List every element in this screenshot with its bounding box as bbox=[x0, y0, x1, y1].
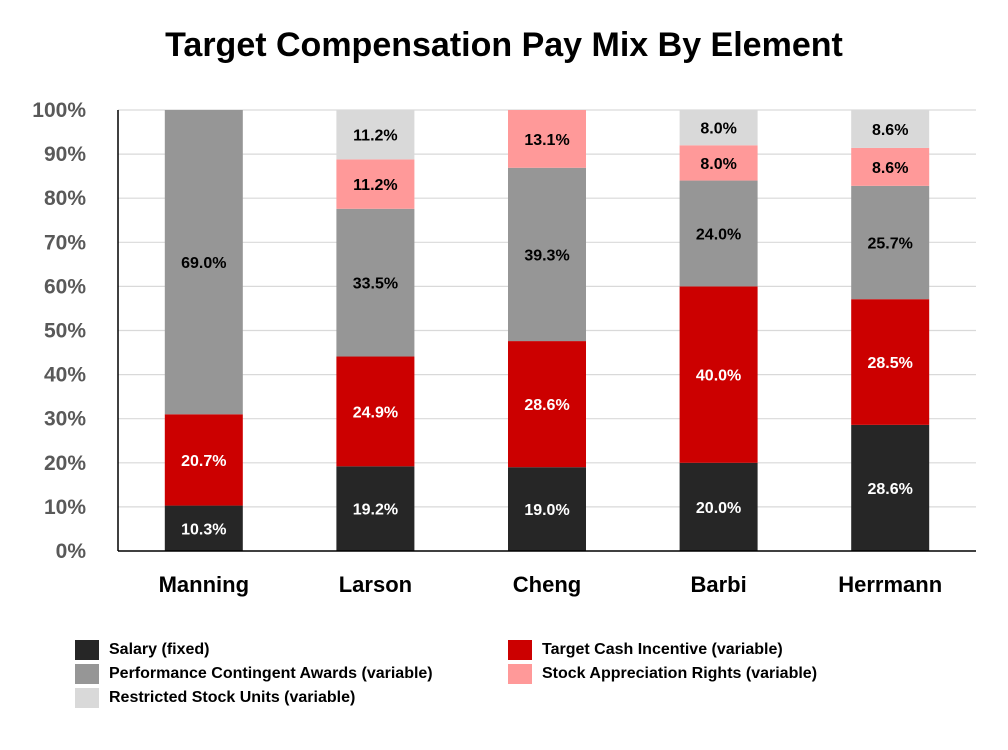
data-label: 39.3% bbox=[524, 247, 569, 264]
bar-segment-target-cash-incentive bbox=[336, 356, 415, 467]
data-label: 11.2% bbox=[353, 128, 397, 145]
x-tick-label: Barbi bbox=[690, 572, 746, 597]
y-tick-label: 100% bbox=[32, 99, 86, 122]
bar-segment-performance-contingent-awards bbox=[851, 185, 930, 300]
y-tick-label: 50% bbox=[44, 320, 86, 343]
bar-segment-restricted-stock-units bbox=[679, 110, 758, 146]
legend-label-target-cash-incentive: Target Cash Incentive (variable) bbox=[542, 641, 783, 658]
data-label: 10.3% bbox=[181, 521, 226, 538]
data-label: 20.7% bbox=[181, 453, 226, 470]
data-label: 25.7% bbox=[868, 236, 913, 253]
bar-segment-salary bbox=[336, 466, 415, 551]
data-label: 19.0% bbox=[524, 502, 569, 519]
bar-segment-target-cash-incentive bbox=[851, 299, 930, 425]
data-label: 19.2% bbox=[353, 502, 398, 519]
data-label: 8.0% bbox=[700, 121, 736, 138]
bar-segment-performance-contingent-awards bbox=[164, 110, 243, 415]
y-tick-label: 70% bbox=[44, 231, 86, 254]
legend-item-performance-contingent-awards: Performance Contingent Awards (variable) bbox=[75, 664, 433, 684]
bar-segment-performance-contingent-awards bbox=[679, 180, 758, 287]
bar-segment-salary bbox=[679, 462, 758, 551]
bar-segment-salary bbox=[851, 424, 930, 551]
y-tick-label: 0% bbox=[56, 540, 87, 563]
legend-label-performance-contingent-awards: Performance Contingent Awards (variable) bbox=[109, 665, 433, 682]
legend-item-restricted-stock-units: Restricted Stock Units (variable) bbox=[75, 688, 355, 708]
bar-segment-target-cash-incentive bbox=[164, 414, 243, 506]
y-tick-label: 80% bbox=[44, 187, 86, 210]
y-tick-label: 90% bbox=[44, 143, 86, 166]
data-label: 8.6% bbox=[872, 122, 908, 139]
bar-segment-stock-appreciation-rights bbox=[336, 159, 415, 209]
legend-item-target-cash-incentive: Target Cash Incentive (variable) bbox=[508, 640, 783, 660]
legend-label-stock-appreciation-rights: Stock Appreciation Rights (variable) bbox=[542, 665, 818, 682]
data-label: 28.6% bbox=[868, 481, 913, 498]
bar-segment-stock-appreciation-rights bbox=[508, 110, 586, 168]
legend-swatch-performance-contingent-awards bbox=[75, 664, 99, 684]
data-label: 8.6% bbox=[872, 160, 908, 177]
legend-swatch-restricted-stock-units bbox=[75, 688, 99, 708]
y-tick-label: 20% bbox=[44, 452, 86, 475]
data-label: 13.1% bbox=[524, 132, 569, 149]
bar-segment-stock-appreciation-rights bbox=[679, 145, 758, 181]
chart-title: Target Compensation Pay Mix By Element bbox=[165, 26, 843, 64]
legend-item-salary: Salary (fixed) bbox=[75, 640, 209, 660]
data-label: 24.0% bbox=[696, 226, 741, 243]
y-tick-label: 30% bbox=[44, 408, 86, 431]
bar-segment-salary bbox=[164, 505, 243, 551]
bar-segment-target-cash-incentive bbox=[679, 286, 758, 463]
legend-label-salary: Salary (fixed) bbox=[109, 641, 210, 658]
x-tick-label: Manning bbox=[159, 572, 249, 597]
legend-swatch-salary bbox=[75, 640, 99, 660]
legend-label-restricted-stock-units: Restricted Stock Units (variable) bbox=[109, 689, 356, 706]
stacked-bar-chart: 0% 10% 20% 30% 40% 50% 60% 70% 80% 90% 100% 10.3% 20… bbox=[32, 99, 976, 597]
data-label: 69.0% bbox=[181, 255, 226, 272]
data-label: 24.9% bbox=[353, 404, 398, 421]
data-label: 11.2% bbox=[353, 177, 397, 194]
data-label: 28.6% bbox=[524, 397, 569, 414]
bar-segment-restricted-stock-units bbox=[851, 110, 930, 148]
bar-segment-stock-appreciation-rights bbox=[851, 147, 930, 186]
data-label: 33.5% bbox=[353, 276, 398, 293]
legend-swatch-target-cash-incentive bbox=[508, 640, 532, 660]
y-tick-label: 10% bbox=[44, 496, 86, 519]
legend-item-stock-appreciation-rights: Stock Appreciation Rights (variable) bbox=[508, 664, 817, 684]
bar-segment-restricted-stock-units bbox=[336, 110, 415, 160]
data-label: 40.0% bbox=[696, 368, 741, 385]
y-tick-label: 60% bbox=[44, 275, 86, 298]
x-tick-label: Larson bbox=[339, 572, 412, 597]
data-label: 8.0% bbox=[700, 156, 736, 173]
bar-segment-performance-contingent-awards bbox=[336, 208, 415, 357]
y-tick-label: 40% bbox=[44, 364, 86, 387]
data-label: 28.5% bbox=[868, 355, 913, 372]
bar-segment-salary bbox=[508, 467, 586, 551]
x-tick-label: Cheng bbox=[513, 572, 581, 597]
x-tick-label: Herrmann bbox=[838, 572, 942, 597]
bar-segment-target-cash-incentive bbox=[508, 341, 586, 468]
bar-segment-performance-contingent-awards bbox=[508, 167, 586, 342]
legend-swatch-stock-appreciation-rights bbox=[508, 664, 532, 684]
data-label: 20.0% bbox=[696, 500, 741, 517]
